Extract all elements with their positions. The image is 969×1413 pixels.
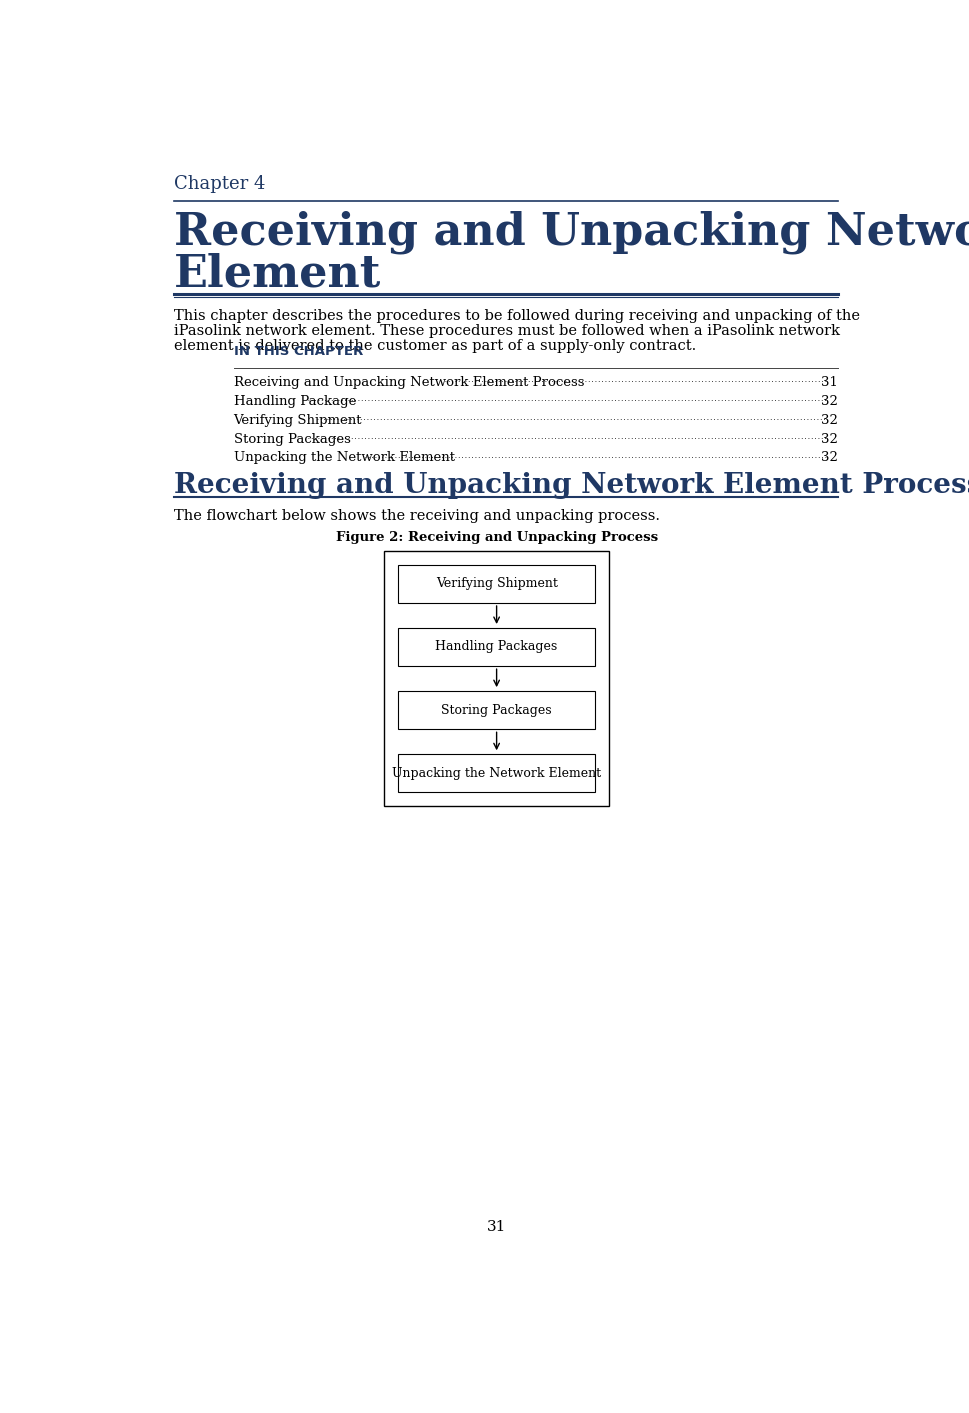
Text: Unpacking the Network Element: Unpacking the Network Element [234, 451, 454, 465]
Text: Verifying Shipment: Verifying Shipment [234, 414, 362, 427]
Text: Unpacking the Network Element: Unpacking the Network Element [392, 767, 601, 780]
Bar [398, 691, 595, 729]
Text: The flowchart below shows the receiving and unpacking process.: The flowchart below shows the receiving … [173, 509, 660, 523]
Bar [384, 551, 610, 807]
Text: 31: 31 [487, 1221, 506, 1235]
Text: IN THIS CHAPTER: IN THIS CHAPTER [234, 345, 362, 359]
Text: iPasolink network element. These procedures must be followed when a iPasolink ne: iPasolink network element. These procedu… [173, 324, 840, 338]
Bar [398, 755, 595, 793]
Bar [398, 565, 595, 603]
Text: Storing Packages: Storing Packages [441, 704, 552, 716]
Text: element is delivered to the customer as part of a supply-only contract.: element is delivered to the customer as … [173, 339, 696, 353]
Text: Receiving and Unpacking Network Element Process: Receiving and Unpacking Network Element … [173, 472, 969, 499]
Text: Handling Package: Handling Package [234, 394, 356, 408]
Text: 32: 32 [821, 451, 838, 465]
Text: 32: 32 [821, 432, 838, 445]
Text: Chapter 4: Chapter 4 [173, 175, 266, 194]
Text: 32: 32 [821, 414, 838, 427]
Bar [398, 627, 595, 666]
Text: Figure 2: Receiving and Unpacking Process: Figure 2: Receiving and Unpacking Proces… [335, 531, 658, 544]
Text: 31: 31 [821, 376, 838, 389]
Text: Receiving and Unpacking Network: Receiving and Unpacking Network [173, 211, 969, 254]
Text: Receiving and Unpacking Network Element Process: Receiving and Unpacking Network Element … [234, 376, 584, 389]
Text: This chapter describes the procedures to be followed during receiving and unpack: This chapter describes the procedures to… [173, 309, 860, 324]
Text: 32: 32 [821, 394, 838, 408]
Text: Element: Element [173, 253, 381, 295]
Text: Storing Packages: Storing Packages [234, 432, 351, 445]
Text: Handling Packages: Handling Packages [435, 640, 558, 653]
Text: Verifying Shipment: Verifying Shipment [436, 578, 557, 591]
